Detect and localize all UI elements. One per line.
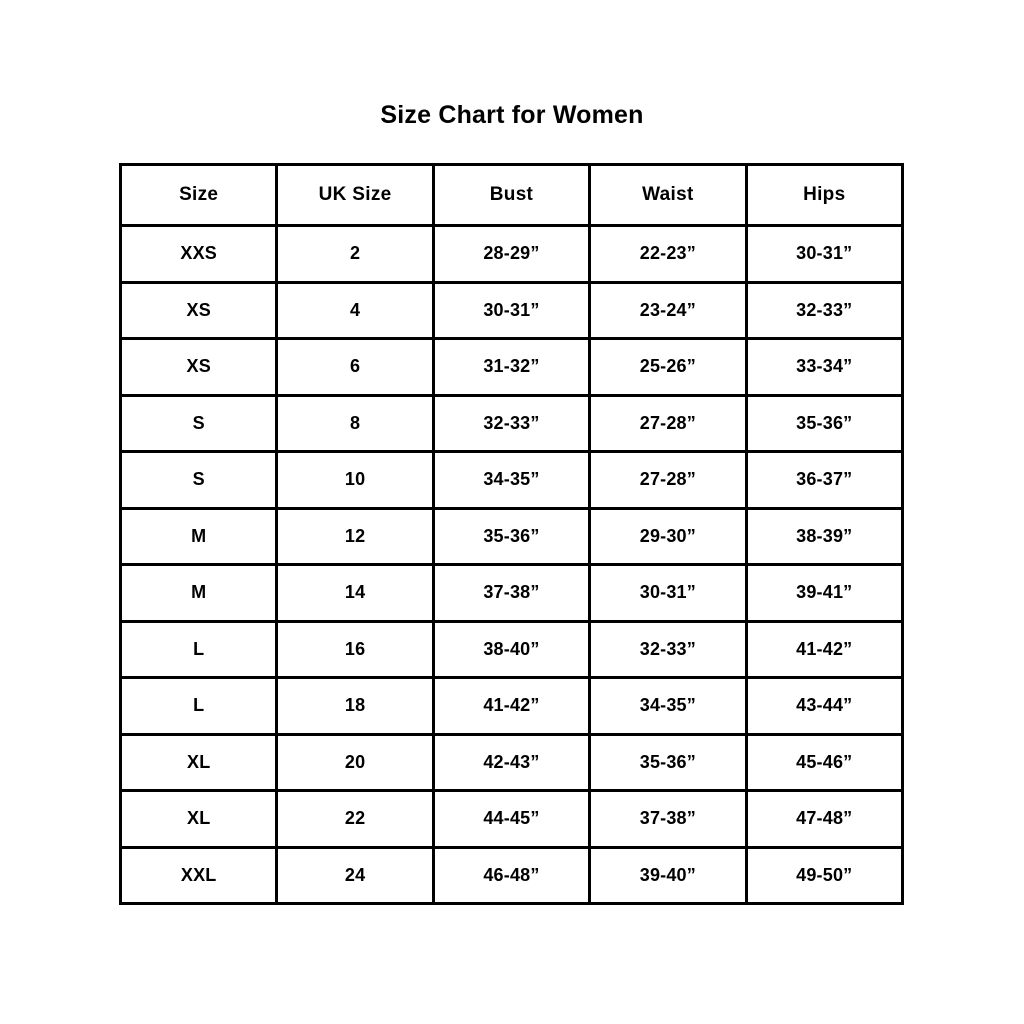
cell-hips: 32-33” [744, 280, 904, 340]
cell-size: S [118, 450, 279, 510]
cell-waist: 27-28” [588, 393, 748, 453]
table-row: XS 6 31-32” 25-26” 33-34” [118, 337, 904, 397]
cell-hips: 30-31” [744, 224, 904, 284]
cell-hips: 36-37” [744, 450, 904, 510]
cell-hips: 45-46” [744, 732, 904, 792]
table-row: XS 4 30-31” 23-24” 32-33” [118, 280, 904, 340]
cell-waist: 30-31” [588, 563, 748, 623]
cell-waist: 34-35” [588, 676, 748, 736]
column-header-waist: Waist [588, 163, 748, 227]
cell-hips: 35-36” [744, 393, 904, 453]
cell-bust: 34-35” [431, 450, 592, 510]
cell-waist: 35-36” [588, 732, 748, 792]
cell-uk-size: 2 [275, 224, 435, 284]
cell-uk-size: 18 [275, 676, 435, 736]
cell-size: XS [118, 280, 279, 340]
cell-hips: 49-50” [744, 845, 904, 905]
cell-size: XL [118, 732, 279, 792]
cell-waist: 23-24” [588, 280, 748, 340]
cell-uk-size: 24 [275, 845, 435, 905]
page-title: Size Chart for Women [380, 101, 644, 129]
cell-size: XXS [118, 224, 279, 284]
cell-bust: 35-36” [431, 506, 592, 566]
table-row: XL 22 44-45” 37-38” 47-48” [118, 789, 904, 849]
cell-hips: 39-41” [744, 563, 904, 623]
cell-bust: 38-40” [431, 619, 592, 679]
table-row: L 18 41-42” 34-35” 43-44” [118, 676, 904, 736]
column-header-uk-size: UK Size [275, 163, 435, 227]
column-header-size: Size [118, 163, 279, 227]
table-row: M 12 35-36” 29-30” 38-39” [118, 506, 904, 566]
cell-bust: 30-31” [431, 280, 592, 340]
cell-hips: 47-48” [744, 789, 904, 849]
table-row: S 10 34-35” 27-28” 36-37” [118, 450, 904, 510]
cell-waist: 37-38” [588, 789, 748, 849]
cell-bust: 28-29” [431, 224, 592, 284]
cell-bust: 42-43” [431, 732, 592, 792]
table-row: XXL 24 46-48” 39-40” 49-50” [118, 845, 904, 905]
cell-size: M [118, 506, 279, 566]
cell-hips: 33-34” [744, 337, 904, 397]
cell-size: M [118, 563, 279, 623]
table-row: XL 20 42-43” 35-36” 45-46” [118, 732, 904, 792]
cell-bust: 31-32” [431, 337, 592, 397]
cell-hips: 41-42” [744, 619, 904, 679]
cell-hips: 43-44” [744, 676, 904, 736]
table-row: M 14 37-38” 30-31” 39-41” [118, 563, 904, 623]
cell-uk-size: 12 [275, 506, 435, 566]
table-row: S 8 32-33” 27-28” 35-36” [118, 393, 904, 453]
cell-uk-size: 20 [275, 732, 435, 792]
cell-size: XL [118, 789, 279, 849]
cell-size: XS [118, 337, 279, 397]
cell-waist: 32-33” [588, 619, 748, 679]
cell-size: L [118, 676, 279, 736]
table-row: L 16 38-40” 32-33” 41-42” [118, 619, 904, 679]
cell-bust: 46-48” [431, 845, 592, 905]
cell-uk-size: 16 [275, 619, 435, 679]
cell-waist: 39-40” [588, 845, 748, 905]
column-header-bust: Bust [431, 163, 592, 227]
cell-uk-size: 4 [275, 280, 435, 340]
cell-waist: 27-28” [588, 450, 748, 510]
size-table-container: Size UK Size Bust Waist Hips XXS 2 28-29… [118, 163, 904, 905]
cell-bust: 44-45” [431, 789, 592, 849]
size-table: Size UK Size Bust Waist Hips XXS 2 28-29… [118, 163, 904, 905]
cell-uk-size: 14 [275, 563, 435, 623]
cell-waist: 25-26” [588, 337, 748, 397]
cell-uk-size: 10 [275, 450, 435, 510]
cell-hips: 38-39” [744, 506, 904, 566]
cell-uk-size: 22 [275, 789, 435, 849]
cell-waist: 29-30” [588, 506, 748, 566]
cell-bust: 32-33” [431, 393, 592, 453]
table-row: XXS 2 28-29” 22-23” 30-31” [118, 224, 904, 284]
cell-size: L [118, 619, 279, 679]
cell-bust: 41-42” [431, 676, 592, 736]
table-header-row: Size UK Size Bust Waist Hips [118, 163, 904, 227]
cell-size: XXL [118, 845, 279, 905]
table-body: XXS 2 28-29” 22-23” 30-31” XS 4 30-31” 2… [118, 224, 904, 905]
cell-waist: 22-23” [588, 224, 748, 284]
cell-uk-size: 6 [275, 337, 435, 397]
cell-size: S [118, 393, 279, 453]
column-header-hips: Hips [744, 163, 904, 227]
cell-bust: 37-38” [431, 563, 592, 623]
table-header: Size UK Size Bust Waist Hips [118, 163, 904, 227]
cell-uk-size: 8 [275, 393, 435, 453]
